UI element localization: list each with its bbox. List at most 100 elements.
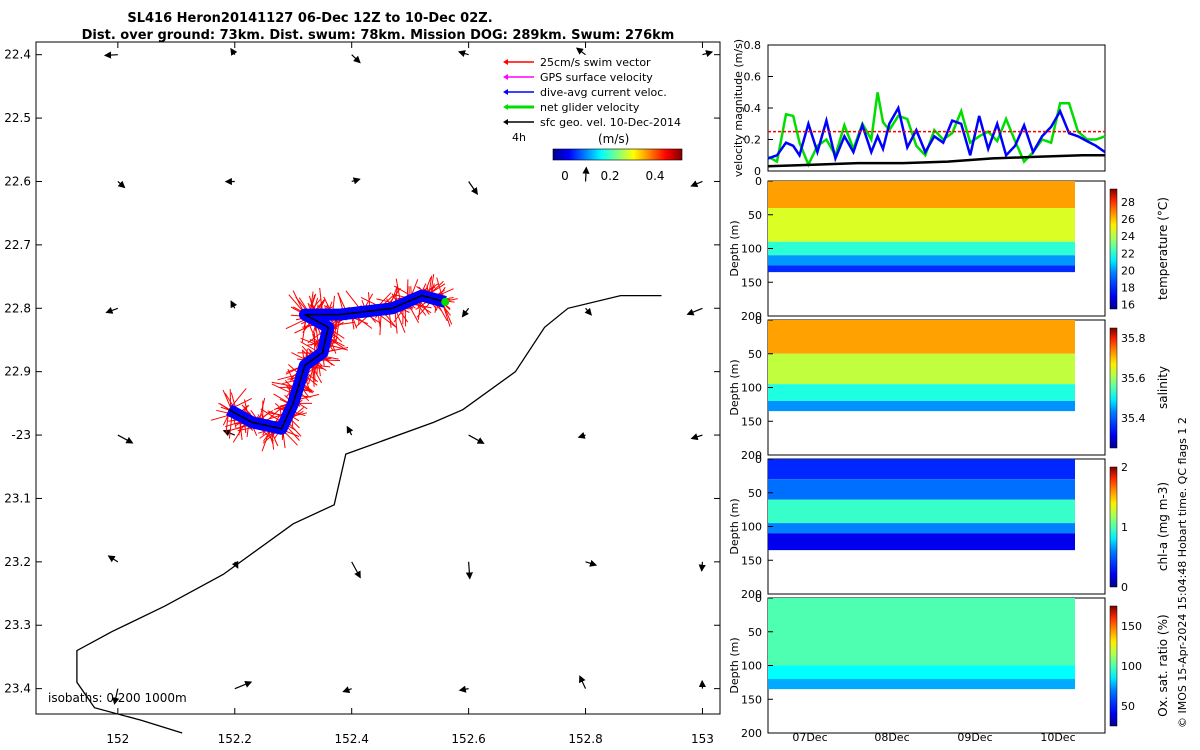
map-y-tick-label: 22.4 [4,48,31,62]
section-colorbar [1109,327,1118,449]
map-x-tick-label: 152.4 [335,732,369,746]
velocity-series-line [767,154,1105,168]
velocity-series-line [767,104,1106,163]
geo-velocity-arrow [231,560,239,569]
geo-velocity-arrow [690,180,703,188]
colorbar-tick-label: 150 [1121,620,1142,633]
geo-velocity-arrow [686,307,703,316]
legend-arrowhead [503,119,508,125]
colorbar-4h-tick: 0 [561,169,569,183]
map-x-tick-label: 152 [106,732,129,746]
colorbar-4h-bar [552,148,683,161]
section-layer [768,255,1075,266]
glider-track [228,294,446,430]
legend: 25cm/s swim vector GPS surface velocity di… [503,56,681,129]
velocity-y-tick-label: 0.2 [744,134,762,147]
section-y-label: Depth (m) [728,637,741,693]
geo-velocity-arrow [351,561,361,579]
geo-velocity-arrow [105,307,119,314]
colorbar-label: Ox. sat. ratio (%) [1156,614,1170,716]
map-y-tick-label: 22.6 [4,174,31,188]
colorbar-label: salinity [1156,366,1170,409]
section-layer [768,598,1075,666]
section-y-tick-label: 50 [748,626,762,639]
title-line-2: Dist. over ground: 73km. Dist. swum: 78k… [82,28,675,43]
map-x-tick-label: 152.8 [568,732,602,746]
colorbar-tick-label: 2 [1121,461,1128,474]
colorbar-tick-label: 26 [1121,213,1135,226]
section-panel-chl-a: 0 50 100 150 200 Depth (m) 0 1 2 chl-a (mg m-3) [728,453,1170,601]
section-layer [768,181,1075,208]
geo-velocity-arrow [117,434,134,444]
colorbar-tick-label: 24 [1121,230,1135,243]
section-y-tick-label: 150 [741,415,762,428]
colorbar-tick-label: 35.8 [1121,332,1146,345]
section-layer [768,665,1075,679]
section-y-tick-label: 200 [741,449,762,462]
section-y-tick-label: 100 [741,521,762,534]
map-y-tick-label: 22.5 [4,111,31,125]
coastline [76,294,662,734]
section-layer [768,479,1075,500]
colorbar-tick-label: 0 [1121,581,1128,594]
geo-velocity-arrow [585,559,598,567]
section-y-tick-label: 100 [741,243,762,256]
velocity-y-tick-label: 0 [754,165,761,178]
legend-label: 25cm/s swim vector [540,56,651,69]
colorbar-tick-label: 1 [1121,521,1128,534]
section-layer [768,265,1075,273]
section-y-label: Depth (m) [728,498,741,554]
section-y-tick-label: 50 [748,487,762,500]
geo-velocity-arrow [230,300,238,309]
section-y-tick-label: 0 [755,175,762,188]
section-layer [768,353,1075,385]
velocity-y-tick-label: 0.8 [744,39,762,52]
net-velocity-end [441,297,450,306]
geo-velocity-arrow [346,425,354,436]
section-layer [768,384,1075,401]
geo-velocity-arrow [458,685,469,693]
map-x-tick-label: 153 [691,732,714,746]
section-panel-temperature: 0 50 100 150 200 Depth (m) 16 18 20 22 24 26 28 tempe… [728,175,1170,323]
section-y-tick-label: 100 [741,382,762,395]
section-layer [768,533,1075,551]
geo-velocity-arrow [577,431,586,439]
colorbar-tick-label: 20 [1121,264,1135,277]
x-tick-label: 07Dec [792,731,827,744]
section-layer [768,499,1075,524]
section-y-tick-label: 150 [741,276,762,289]
map-y-tick-label: 23.2 [4,555,31,569]
section-y-tick-label: 200 [741,727,762,740]
x-tick-label: 09Dec [957,731,992,744]
map-frame [35,41,721,715]
colorbar-tick-label: 18 [1121,282,1135,295]
legend-label: net glider velocity [540,101,640,114]
speed-colorbar: 4h (m/s) 0 0.2 0.4 [512,131,683,183]
section-layer [768,208,1075,242]
geo-velocity-arrow [117,180,126,189]
colorbar-4h-tick: 0.2 [600,169,619,183]
footer-credit: © IMOS 15-Apr-2024 15:04:48 Hobart time.… [1176,417,1189,728]
geo-velocity-arrow [234,680,253,690]
map-y-tick-label: 22.7 [4,238,31,252]
colorbar-tick-label: 100 [1121,660,1142,673]
velocity-y-label: velocity magnitude (m/s) [732,39,745,177]
colorbar-tick-label: 28 [1121,196,1135,209]
legend-arrowhead [503,89,508,95]
map-y-tick-label: 23.4 [4,682,31,696]
legend-label: dive-avg current veloc. [540,86,667,99]
colorbar-unit-label: (m/s) [598,132,629,146]
geo-velocity-arrow [457,50,469,57]
section-panel-oxygen: 0 50 100 150 200 Depth (m) 50 100 150 Ox. sat. ra… [728,592,1170,744]
velocity-y-tick-label: 0.6 [744,71,762,84]
legend-arrowhead [503,104,508,110]
geo-velocity-arrow [698,561,706,572]
section-y-tick-label: 0 [755,314,762,327]
section-y-tick-label: 50 [748,348,762,361]
map-y-tick-label: 23.3 [4,618,31,632]
colorbar-label: chl-a (mg m-3) [1156,482,1170,571]
section-y-tick-label: 200 [741,310,762,323]
geo-velocity-arrow [579,675,587,689]
geo-velocity-arrow [584,307,592,316]
